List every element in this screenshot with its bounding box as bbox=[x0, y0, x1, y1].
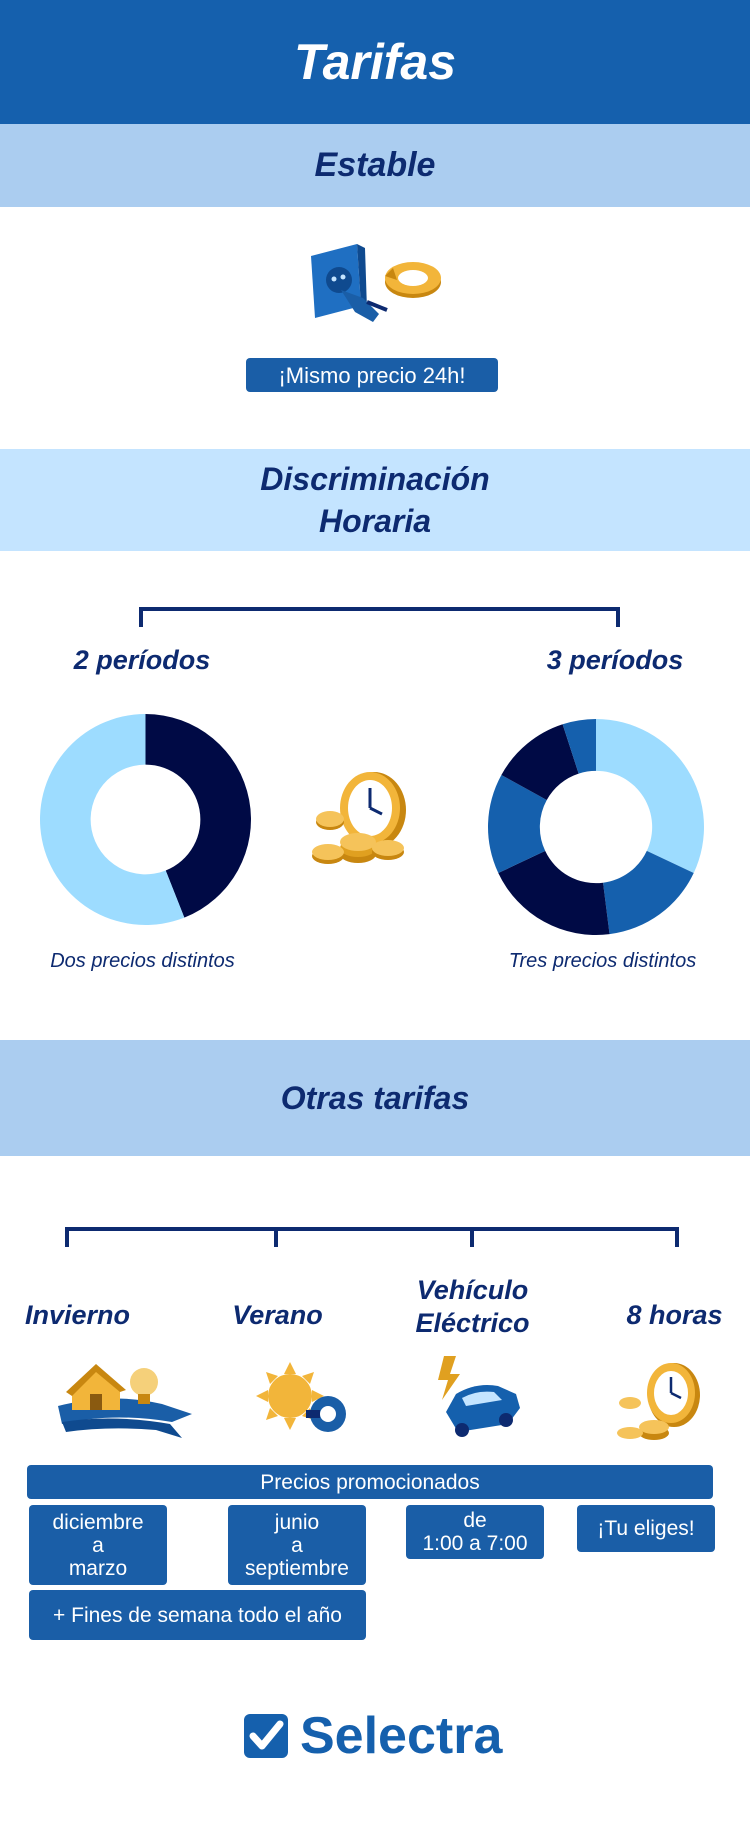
three-periods-label: 3 períodos bbox=[546, 645, 684, 675]
tariff-label-invierno: Invierno bbox=[24, 1300, 131, 1330]
donut-slice-1 bbox=[603, 850, 694, 935]
tariff-label-8-horas: 8 horas bbox=[626, 1300, 723, 1330]
house-scarf-icon bbox=[58, 1364, 192, 1438]
same-price-badge-text: ¡Mismo precio 24h! bbox=[278, 362, 466, 388]
donut-slice-0 bbox=[596, 719, 704, 873]
donut-slice-3 bbox=[488, 774, 547, 873]
section-estable-header: Estable bbox=[0, 124, 750, 207]
promo-banner-text: Precios promocionados bbox=[260, 1470, 480, 1494]
donut-slice-5 bbox=[562, 719, 596, 774]
plug-socket-icon bbox=[311, 244, 441, 322]
tariff-box-invierno: diciembre a marzo bbox=[29, 1505, 167, 1585]
section-estable-title: Estable bbox=[314, 146, 436, 184]
selectra-brand-name: Selectra bbox=[300, 1707, 503, 1765]
tariff-label-verano: Verano bbox=[232, 1300, 323, 1330]
promo-banner: Precios promocionados bbox=[27, 1465, 713, 1499]
donut-slice-0 bbox=[145, 714, 252, 918]
tariff-label-vehiculo: Vehículo Eléctrico bbox=[415, 1275, 530, 1338]
checkmark-icon bbox=[244, 1714, 288, 1758]
selectra-logo: Selectra bbox=[244, 1708, 502, 1764]
sun-fan-icon bbox=[256, 1362, 346, 1432]
page-title-text: Tarifas bbox=[293, 34, 457, 90]
donut-slice-1 bbox=[40, 714, 185, 925]
donut-slice-4 bbox=[501, 724, 579, 800]
section-otras-title: Otras tarifas bbox=[280, 1079, 470, 1116]
three-periods-donut-chart bbox=[488, 719, 704, 935]
tariff-box-verano: junio a septiembre bbox=[228, 1505, 366, 1585]
section-discriminacion-title-line2: Horaria bbox=[318, 503, 432, 539]
weekends-box: + Fines de semana todo el año bbox=[29, 1590, 366, 1640]
section-discriminacion-header: Discriminación Horaria bbox=[0, 449, 750, 551]
section-otras-header: Otras tarifas bbox=[0, 1040, 750, 1156]
two-periods-donut-chart bbox=[40, 714, 252, 925]
tariff-box-8-horas: ¡Tu eliges! bbox=[577, 1505, 715, 1552]
section-discriminacion-title-line1: Discriminación bbox=[260, 461, 490, 497]
same-price-badge: ¡Mismo precio 24h! bbox=[246, 358, 498, 392]
two-periods-label: 2 períodos bbox=[73, 645, 211, 675]
weekends-box-text: + Fines de semana todo el año bbox=[53, 1603, 342, 1627]
page-title: Tarifas bbox=[0, 0, 750, 124]
three-periods-caption: Tres precios distintos bbox=[508, 950, 697, 972]
tariff-box-vehiculo: de 1:00 a 7:00 bbox=[406, 1505, 544, 1559]
coins-clock-icon-small bbox=[617, 1363, 700, 1440]
coins-clock-icon bbox=[312, 772, 406, 864]
donut-slice-2 bbox=[498, 850, 610, 935]
two-periods-caption: Dos precios distintos bbox=[50, 950, 235, 972]
electric-car-icon bbox=[438, 1356, 520, 1437]
